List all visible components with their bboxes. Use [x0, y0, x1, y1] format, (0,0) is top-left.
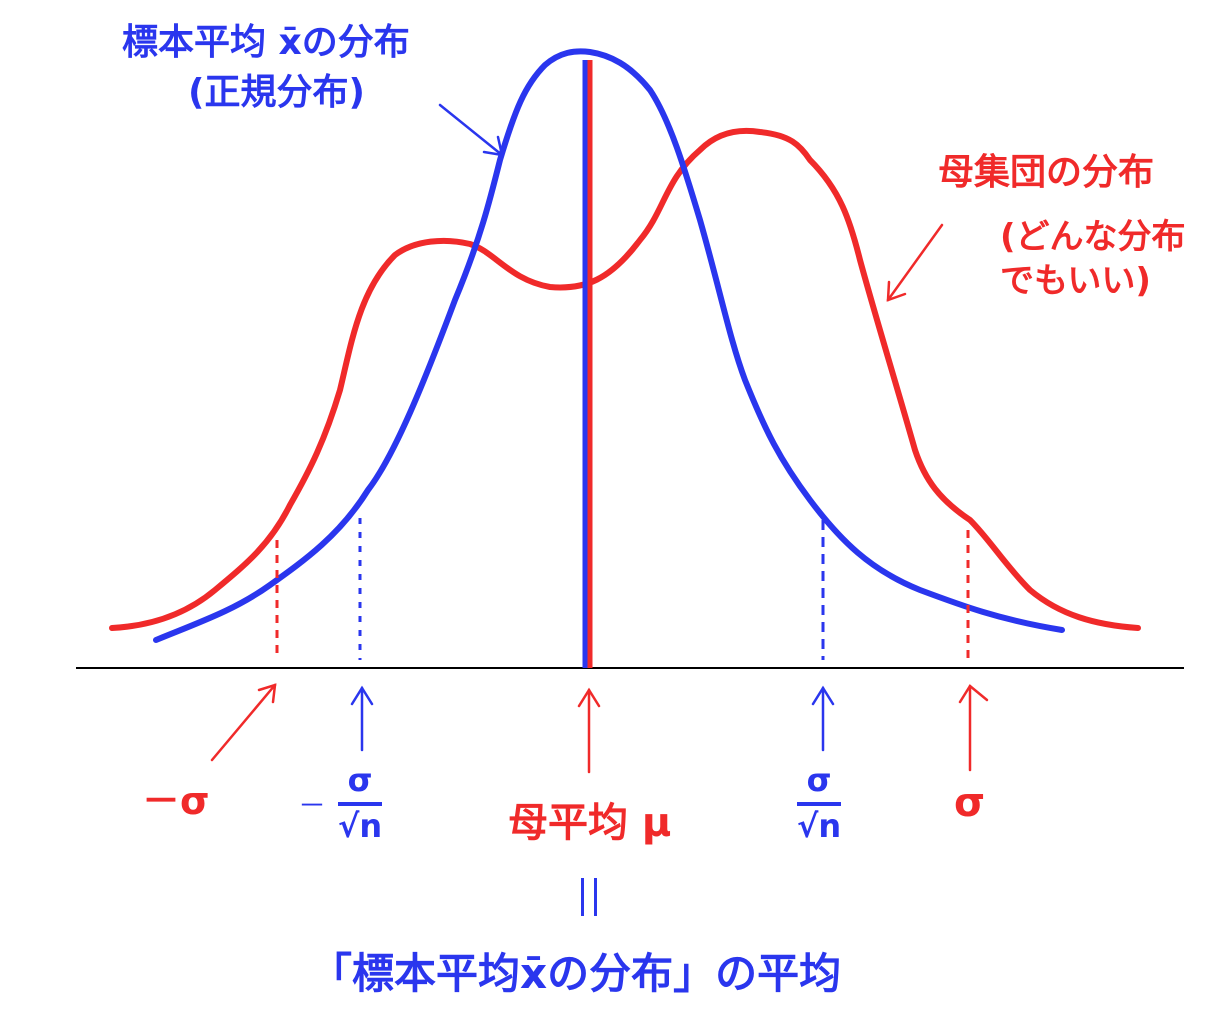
- sample-label-arrow: [438, 103, 504, 157]
- sample-mean-distribution-curve: [153, 48, 1065, 643]
- sigma-over-root-n-arrow: [811, 685, 835, 752]
- population-distribution-title: 母集団の分布: [938, 152, 1155, 193]
- population-distribution-note-1: (どんな分布: [1000, 217, 1186, 257]
- minus-sigma-over-root-n-arrow: [350, 685, 374, 752]
- sample-distribution-subtitle: (正規分布): [188, 72, 365, 113]
- population-label-arrow: [886, 223, 944, 302]
- equality-bar-left: [581, 878, 584, 916]
- sigma-arrow: [958, 684, 989, 772]
- fraction-numerator: σ: [347, 761, 373, 799]
- fraction-bar: [338, 802, 383, 806]
- minus-sigma-over-root-n-fraction: σ √n: [338, 764, 382, 842]
- sigma-label: σ: [954, 780, 986, 826]
- fraction-bar: [797, 802, 842, 806]
- fraction-numerator: σ: [806, 761, 832, 799]
- minus-sigma-arrow: [210, 683, 277, 762]
- minus-sign-label: －: [298, 789, 327, 822]
- population-mean-arrow: [577, 687, 601, 774]
- population-distribution-curve: [109, 127, 1141, 631]
- sample-distribution-title: 標本平均 x̄の分布: [122, 22, 410, 63]
- population-distribution-note-2: でもいい): [1000, 261, 1151, 301]
- sigma-over-root-n-fraction: σ √n: [797, 764, 841, 842]
- fraction-denominator: √n: [797, 807, 842, 845]
- population-mean-label: 母平均 μ: [508, 800, 672, 846]
- minus-sigma-label: －σ: [142, 779, 210, 823]
- equality-bar-right: [594, 878, 597, 916]
- fraction-denominator: √n: [338, 807, 383, 845]
- bottom-caption: 「標本平均x̄の分布」の平均: [310, 949, 842, 998]
